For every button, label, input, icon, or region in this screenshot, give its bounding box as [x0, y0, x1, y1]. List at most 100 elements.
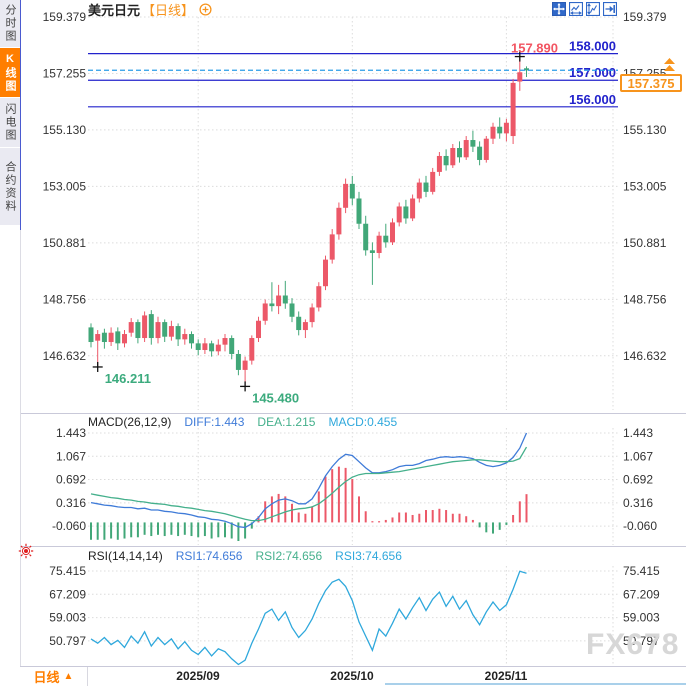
candle-body [242, 360, 248, 370]
candle-body [463, 140, 469, 158]
candle-body [383, 235, 389, 243]
rsi-line [90, 570, 527, 666]
current-price-value: 157.375 [627, 75, 675, 91]
alert-sun-icon[interactable] [18, 543, 34, 559]
sidebar-tab-label: 分时图 [4, 4, 16, 43]
fit-vertical-icon[interactable] [586, 2, 600, 16]
rsi-axis-label-right: 50.797 [623, 634, 660, 648]
price-level-label: 157.000 [569, 65, 616, 80]
fx678-watermark: FX678 [586, 628, 680, 661]
price-level-lines: 158.000 157.000 156.000 [88, 39, 618, 108]
price-markers: 146.211 145.480 157.890 [92, 41, 558, 405]
price-axis-label-right: 159.379 [623, 10, 667, 24]
macd-axis-label-right: 0.316 [623, 496, 653, 510]
sidebar-tab-label: 合约资料 [4, 160, 16, 213]
rsi1-value: RSI1:74.656 [175, 549, 243, 563]
rsi-axis-label-right: 75.415 [623, 564, 660, 578]
bottom-bar: 日线 ▲ 2025/09 2025/10 2025/11 [20, 666, 686, 686]
candle-body [296, 316, 302, 331]
candlestick-plot [88, 56, 529, 387]
candle-body [343, 183, 349, 208]
period-up-triangle-icon: ▲ [63, 671, 74, 682]
candle-body [410, 198, 416, 219]
price-axis-label-left: 157.255 [43, 66, 87, 80]
price-axis-label-right: 146.632 [623, 349, 667, 363]
sidebar-tab-lightning[interactable]: 闪电图 [0, 98, 20, 148]
current-price-box: 157.375 [620, 74, 682, 92]
macd-header: MACD(26,12,9) DIFF:1.443 DEA:1.215 MACD:… [88, 415, 397, 429]
price-level-label: 158.000 [569, 39, 616, 54]
add-indicator-icon[interactable] [199, 2, 212, 16]
sidebar-tab-contract-info[interactable]: 合约资料 [0, 148, 20, 226]
period-selector[interactable]: 日线 ▲ [20, 667, 88, 686]
candle-body [430, 171, 436, 192]
candle-body [249, 338, 255, 361]
rsi-params-label: RSI(14,14,14) [88, 549, 163, 563]
candle-body [356, 198, 362, 224]
candle-body [396, 206, 402, 223]
candle-body [101, 332, 107, 343]
price-axis-label-left: 148.756 [43, 292, 87, 306]
price-axis-label-left: 153.005 [43, 179, 87, 193]
sidebar-tab-label: K线图 [4, 52, 16, 93]
rsi-gridlines: 75.415 75.415 67.209 67.209 59.003 59.003 50.7… [49, 564, 660, 648]
macd-dea-line [90, 446, 528, 522]
bottom-scroll-line[interactable] [385, 683, 686, 685]
candle-body [517, 72, 523, 82]
symbol-title: 美元日元 [88, 2, 141, 18]
candle-body [135, 322, 141, 339]
macd-panel-divider [20, 413, 686, 414]
macd-axis-label-right: -0.060 [623, 519, 657, 533]
macd-hist-value: MACD:0.455 [328, 415, 398, 429]
candle-body [189, 334, 194, 344]
rsi3-value: RSI3:74.656 [335, 549, 402, 563]
candle-body [289, 303, 295, 317]
candle-body [376, 235, 382, 253]
candle-body [276, 295, 282, 307]
macd-axis-label-right: 1.443 [623, 426, 653, 440]
sidebar-edge-line [20, 230, 21, 666]
x-axis-date: 2025/09 [176, 669, 220, 683]
rsi-axis-label-left: 50.797 [49, 634, 86, 648]
candle-body [503, 122, 509, 134]
candle-body [155, 322, 161, 339]
candle-body [457, 147, 462, 158]
macd-axis-label-right: 0.692 [623, 473, 653, 487]
price-axis-label-left: 150.881 [43, 236, 87, 250]
low-price-label: 146.211 [105, 371, 151, 386]
candle-body [122, 334, 127, 344]
fit-horizontal-icon[interactable] [569, 2, 583, 16]
macd-diff-value: DIFF:1.443 [184, 415, 245, 429]
rsi-axis-label-left: 75.415 [49, 564, 86, 578]
high-price-label: 157.890 [511, 41, 558, 56]
sidebar-tab-timeshare[interactable]: 分时图 [0, 0, 20, 48]
candle-body [443, 155, 449, 166]
candle-body [524, 68, 529, 71]
candle-body [202, 343, 208, 350]
price-up-arrow-icon [664, 58, 675, 71]
sidebar-tab-kline[interactable]: K线图 [0, 48, 20, 98]
candle-body [142, 315, 148, 339]
candle-body [95, 334, 101, 341]
rsi-axis-label-left: 67.209 [49, 587, 86, 601]
rsi2-value: RSI2:74.656 [255, 549, 323, 563]
chart-header: 美元日元 【日线】 [88, 1, 212, 18]
jump-to-latest-icon[interactable] [603, 2, 617, 16]
macd-axis-label-left: -0.060 [52, 519, 86, 533]
candle-body [390, 222, 395, 243]
candle-body [316, 286, 322, 308]
pan-icon[interactable] [552, 2, 566, 16]
candle-body [403, 206, 409, 219]
price-axis-label-left: 146.632 [43, 349, 87, 363]
candle-body [269, 303, 275, 307]
candle-body [363, 223, 369, 251]
candle-body [336, 207, 342, 235]
candle-body [329, 234, 335, 260]
price-axis-label-left: 155.130 [43, 123, 87, 137]
candle-body [115, 331, 121, 344]
candle-body [88, 327, 94, 343]
candle-body [222, 338, 228, 345]
price-axis-label-right: 153.005 [623, 179, 667, 193]
